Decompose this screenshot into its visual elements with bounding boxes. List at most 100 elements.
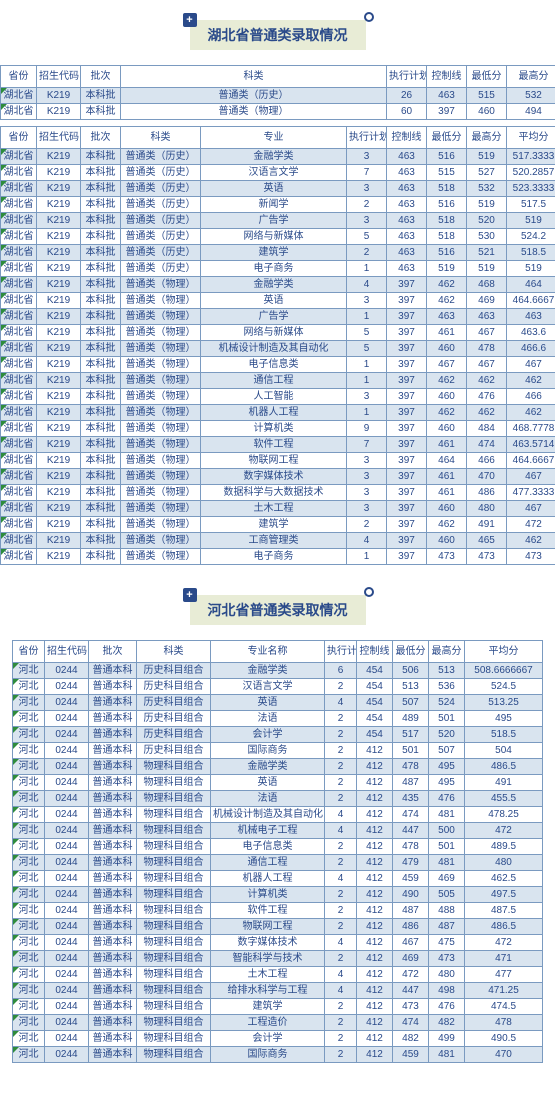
table-cell: 0244 (45, 743, 89, 759)
table-cell: 460 (427, 501, 467, 517)
table-cell: 7 (347, 437, 387, 453)
table-cell: 397 (387, 325, 427, 341)
province-label: 湖北省 (4, 295, 34, 306)
table-cell: 物理科目组合 (137, 951, 211, 967)
table-cell: 普通本科 (89, 1031, 137, 1047)
table-cell: 477 (465, 967, 543, 983)
table-cell: 518.5 (507, 245, 555, 261)
corner-icon (1, 389, 7, 395)
province-label: 河北 (19, 969, 39, 980)
table-cell: 0244 (45, 999, 89, 1015)
table-cell: 530 (467, 229, 507, 245)
table-row: 湖北省K219本科批普通类（物理）物联网工程3397464466464.6667 (1, 453, 555, 469)
column-header: 控制线 (387, 127, 427, 149)
table-cell: 普通本科 (89, 791, 137, 807)
table-cell: 468 (467, 277, 507, 293)
table-cell: 本科批 (81, 453, 121, 469)
table-cell: 0244 (45, 839, 89, 855)
table-cell: 工商管理类 (201, 533, 347, 549)
table-cell: 电子商务 (201, 261, 347, 277)
table-cell: 普通类（历史） (121, 197, 201, 213)
table-cell: 物理科目组合 (137, 999, 211, 1015)
table-cell: 412 (357, 791, 393, 807)
table-cell: 法语 (211, 791, 325, 807)
table-cell: 474.5 (465, 999, 543, 1015)
table-row: 河北0244普通本科物理科目组合机器人工程4412459469462.5 (13, 871, 543, 887)
table-cell: 普通本科 (89, 935, 137, 951)
table-cell: 495 (429, 759, 465, 775)
table-cell: 516 (427, 245, 467, 261)
table-cell: 湖北省 (1, 325, 37, 341)
table-cell: 494 (507, 104, 555, 120)
table-cell: 历史科目组合 (137, 679, 211, 695)
table-cell: 463 (387, 181, 427, 197)
table-cell: 504 (465, 743, 543, 759)
table-cell: 471 (465, 951, 543, 967)
table-cell: 本科批 (81, 405, 121, 421)
province-label: 湖北省 (4, 487, 34, 498)
table-cell: 3 (347, 149, 387, 165)
table-row: 湖北省K219本科批普通类（物理）金融学类4397462468464 (1, 277, 555, 293)
province-label: 湖北省 (4, 247, 34, 258)
column-header: 省份 (1, 127, 37, 149)
table-cell: K219 (37, 277, 81, 293)
table-cell: 普通本科 (89, 775, 137, 791)
table-cell: 普通类（物理） (121, 277, 201, 293)
corner-icon (1, 533, 7, 539)
table-cell: 467 (467, 357, 507, 373)
province-label: 河北 (19, 665, 39, 676)
table-cell: 本科批 (81, 437, 121, 453)
table-cell: 4 (325, 967, 357, 983)
table-cell: 397 (387, 533, 427, 549)
table-cell: 473 (507, 549, 555, 565)
table-cell: K219 (37, 165, 81, 181)
table-cell: 397 (387, 293, 427, 309)
table-cell: 463 (467, 309, 507, 325)
corner-icon (1, 517, 7, 523)
table-cell: 412 (357, 1015, 393, 1031)
table-cell: 474 (393, 807, 429, 823)
table-cell: 516 (427, 149, 467, 165)
province-label: 河北 (19, 1017, 39, 1028)
table-cell: 5 (347, 229, 387, 245)
table-cell: 河北 (13, 743, 45, 759)
corner-icon (13, 1015, 19, 1021)
table-cell: 478 (467, 341, 507, 357)
table-cell: 471.25 (465, 983, 543, 999)
table-cell: 478 (393, 839, 429, 855)
table-cell: 463 (387, 245, 427, 261)
table-cell: 487 (393, 903, 429, 919)
table-cell: 湖北省 (1, 245, 37, 261)
table-cell: 9 (347, 421, 387, 437)
column-header: 控制线 (357, 641, 393, 663)
corner-icon (13, 663, 19, 669)
table-cell: 湖北省 (1, 197, 37, 213)
province-label: 湖北省 (4, 535, 34, 546)
table-cell: 普通本科 (89, 951, 137, 967)
table-cell: 476 (467, 389, 507, 405)
table-cell: 普通类（历史） (121, 181, 201, 197)
table-cell: 26 (387, 88, 427, 104)
province-label: 河北 (19, 873, 39, 884)
province-label: 河北 (19, 809, 39, 820)
table-cell: 数字媒体技术 (201, 469, 347, 485)
corner-icon (13, 791, 19, 797)
table-cell: 412 (357, 967, 393, 983)
table-cell: 建筑学 (201, 245, 347, 261)
table-cell: 520 (467, 213, 507, 229)
column-header: 省份 (1, 66, 37, 88)
table-row: 河北0244普通本科历史科目组合法语2454489501495 (13, 711, 543, 727)
table-cell: K219 (37, 549, 81, 565)
column-header: 科类 (121, 66, 387, 88)
table-row: 河北0244普通本科物理科目组合土木工程4412472480477 (13, 967, 543, 983)
table-cell: 462 (507, 405, 555, 421)
table-cell: 472 (507, 517, 555, 533)
table-cell: 463 (507, 309, 555, 325)
table-cell: 412 (357, 983, 393, 999)
table-cell: 464 (507, 277, 555, 293)
table-cell: 金融学类 (201, 149, 347, 165)
table-cell: 501 (393, 743, 429, 759)
table-cell: 462 (427, 277, 467, 293)
table-cell: K219 (37, 517, 81, 533)
table-cell: 本科批 (81, 357, 121, 373)
